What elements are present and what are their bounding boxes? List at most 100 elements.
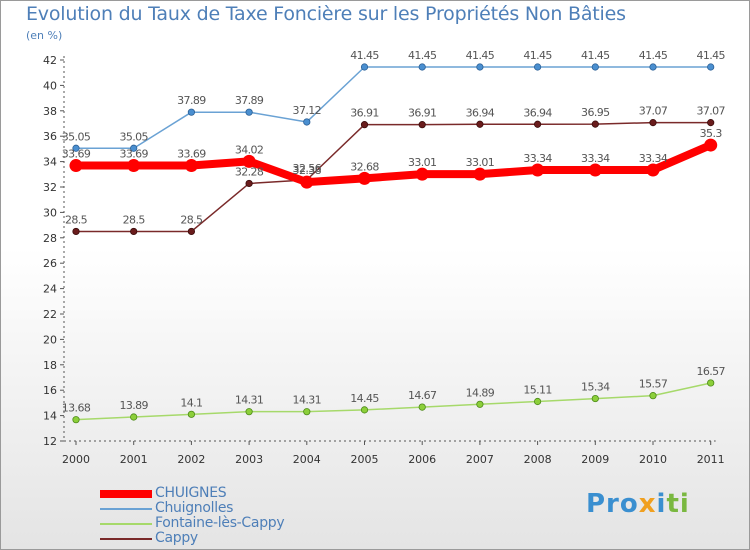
data-point [245,408,253,416]
data-point [360,63,369,71]
data-point [127,159,141,173]
legend-item: Cappy [100,531,284,546]
data-label: 41.45 [696,49,725,62]
data-point [533,397,542,406]
legend-swatch [100,522,152,525]
data-point [187,108,195,116]
data-label: 33.34 [523,152,552,165]
data-point [184,159,198,173]
y-tick-label: 34 [43,156,57,169]
data-point [187,227,195,236]
data-label: 36.94 [466,106,495,119]
data-label: 14.31 [293,394,322,407]
data-label: 33.34 [581,152,610,165]
chart-title: Evolution du Taux de Taxe Foncière sur l… [26,3,626,25]
legend-label: Cappy [155,530,198,546]
data-label: 32.68 [350,160,379,173]
data-point [476,400,484,408]
data-label: 36.91 [350,107,379,120]
data-point [707,119,715,127]
legend-label: CHUIGNES [155,485,227,501]
data-point [476,63,484,71]
data-label: 36.91 [408,107,437,120]
data-label: 28.5 [123,213,146,226]
data-point [72,144,80,152]
y-tick-label: 18 [43,359,57,372]
data-point [130,413,138,421]
data-label: 15.34 [581,381,610,394]
x-tick-label: 2009 [581,453,609,466]
x-tick-label: 2000 [62,453,90,466]
data-label: 33.69 [177,148,206,161]
data-point [649,63,657,71]
data-label: 33.69 [119,148,148,161]
x-tick-label: 2004 [293,453,321,466]
legend-item: CHUIGNES [100,486,284,501]
data-label: 41.45 [581,49,610,62]
data-label: 13.89 [119,399,148,412]
x-tick-label: 2002 [177,453,205,466]
data-point [588,163,602,177]
x-tick-label: 2006 [408,453,436,466]
legend-swatch [100,537,152,540]
x-tick-label: 2007 [466,453,494,466]
y-tick-label: 26 [43,257,57,270]
data-point [72,416,80,424]
data-point [531,163,545,177]
y-tick-label: 16 [43,384,57,397]
data-point [649,392,657,400]
data-label: 37.89 [177,94,206,107]
data-point [187,410,195,418]
y-tick-label: 36 [43,130,57,143]
y-tick-label: 20 [43,333,57,346]
data-point [130,227,138,236]
data-point [649,119,657,127]
y-tick-label: 24 [43,283,57,296]
data-point [591,120,599,128]
data-point [360,121,369,129]
data-point [360,406,369,414]
data-label: 15.11 [523,384,552,397]
data-label: 33.01 [466,156,495,169]
y-tick-label: 28 [43,232,57,245]
y-tick-label: 30 [43,206,57,219]
data-point [591,394,599,403]
data-point [300,175,314,189]
series-line [76,121,711,233]
data-label: 41.45 [523,49,552,62]
data-label: 41.45 [639,49,668,62]
data-point [72,227,80,236]
data-label: 28.5 [65,213,88,226]
data-point [533,120,542,128]
legend-swatch [100,507,152,510]
data-point [245,179,253,188]
data-point [646,163,660,177]
data-label: 41.45 [408,49,437,62]
y-tick-label: 22 [43,308,57,321]
proxiti-logo: Proxiti [586,489,690,519]
data-label: 41.45 [350,49,379,62]
y-tick-label: 40 [43,79,57,92]
data-label: 35.3 [700,127,723,140]
x-tick-label: 2001 [120,453,148,466]
data-label: 28.5 [180,213,203,226]
data-label: 14.1 [180,396,202,409]
data-point [415,167,429,181]
data-label: 14.89 [466,386,495,399]
data-label: 33.69 [62,148,91,161]
data-point [418,121,426,129]
data-point [704,138,718,152]
data-label: 37.12 [293,104,322,117]
data-label: 16.57 [696,365,725,378]
series-line [76,66,711,150]
data-point [707,63,715,71]
data-label: 13.68 [62,402,91,415]
y-tick-label: 12 [43,435,57,448]
legend-label: Fontaine-lès-Cappy [155,515,285,531]
data-point [473,167,487,181]
data-labels: 33.69 33.69 33.69 34.02 32.38 32.68 33.01 33.01… [62,49,726,415]
data-label: 36.94 [523,106,552,119]
data-label: 32.28 [235,165,264,178]
data-point [245,108,253,116]
